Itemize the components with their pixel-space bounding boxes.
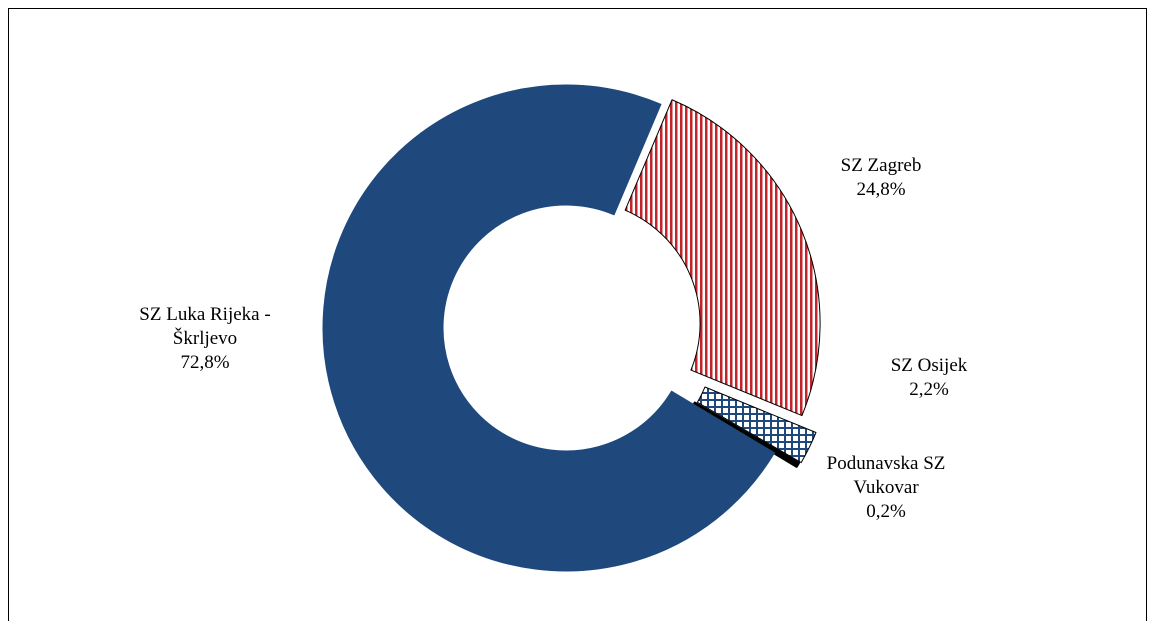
slice-name-label: Vukovar <box>853 477 919 498</box>
slice-value-label: 2,2% <box>909 379 949 400</box>
slice-sz-osijek <box>696 386 817 464</box>
label-sz-osijek: SZ Osijek 2,2% <box>891 355 968 400</box>
slice-sz-zagreb <box>624 99 821 417</box>
slice-name-label: SZ Osijek <box>891 355 968 376</box>
slice-name-label: Podunavska SZ <box>827 453 946 474</box>
slice-value-label: 24,8% <box>856 179 905 200</box>
label-sz-zagreb: SZ Zagreb 24,8% <box>841 155 922 200</box>
slice-value-label: 72,8% <box>180 352 229 373</box>
slice-value-label: 0,2% <box>866 501 906 522</box>
slice-sz-luka-rijeka <box>322 84 775 572</box>
label-sz-luka-rijeka: SZ Luka Rijeka -Škrljevo 72,8% <box>139 304 270 373</box>
slice-name-label: Škrljevo <box>173 327 237 349</box>
label-podunavska-sz-vukovar: Podunavska SZ Vukovar 0,2% <box>827 453 946 522</box>
slice-name-label: SZ Zagreb <box>841 155 922 176</box>
slice-name-label: SZ Luka Rijeka - <box>139 304 270 325</box>
